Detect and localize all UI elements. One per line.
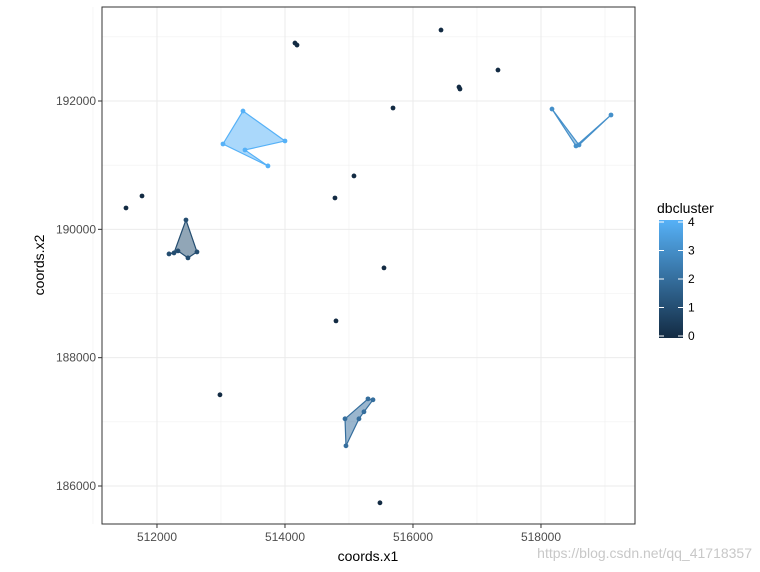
- point: [294, 42, 300, 48]
- panel-border: [101, 6, 636, 525]
- point: [438, 27, 444, 33]
- point: [183, 217, 189, 223]
- point: [282, 138, 288, 144]
- point: [381, 265, 387, 271]
- point: [576, 142, 582, 148]
- y-tick-label: 188000: [56, 351, 96, 365]
- point: [171, 250, 177, 256]
- point: [495, 67, 501, 73]
- point: [608, 112, 614, 118]
- point: [356, 416, 362, 422]
- cluster-hull: [222, 110, 287, 167]
- point: [185, 255, 191, 261]
- x-tick-label: 516000: [393, 530, 433, 544]
- point: [365, 396, 371, 402]
- y-axis-title: coords.x2: [31, 234, 47, 295]
- point: [240, 108, 246, 114]
- point: [457, 86, 463, 92]
- x-tick-label: 514000: [265, 530, 305, 544]
- legend-label: 0: [688, 329, 695, 343]
- point: [333, 318, 339, 324]
- point: [220, 141, 226, 147]
- point: [343, 443, 349, 449]
- point: [242, 147, 248, 153]
- legend-title: dbcluster: [657, 200, 714, 216]
- point: [390, 105, 396, 111]
- point: [377, 500, 383, 506]
- point: [175, 248, 181, 254]
- y-tick-label: 192000: [56, 94, 96, 108]
- point: [361, 409, 367, 415]
- point: [139, 193, 145, 199]
- x-tick-label: 518000: [521, 530, 561, 544]
- watermark: https://blog.csdn.net/qq_41718357: [537, 545, 752, 561]
- x-tick-label: 512000: [137, 530, 177, 544]
- point: [370, 397, 376, 403]
- point: [194, 249, 200, 255]
- point: [265, 163, 271, 169]
- point: [549, 106, 555, 112]
- point: [217, 392, 223, 398]
- y-tick-label: 186000: [56, 479, 96, 493]
- legend-label: 2: [688, 272, 695, 286]
- point: [332, 195, 338, 201]
- legend-label: 3: [688, 244, 695, 258]
- point: [342, 416, 348, 422]
- point: [123, 205, 129, 211]
- legend-label: 1: [688, 301, 695, 315]
- legend-label: 4: [688, 215, 695, 229]
- panel: [102, 7, 635, 524]
- y-tick-label: 190000: [56, 222, 96, 236]
- point: [166, 251, 172, 257]
- point: [351, 173, 357, 179]
- x-axis-title: coords.x1: [338, 548, 399, 564]
